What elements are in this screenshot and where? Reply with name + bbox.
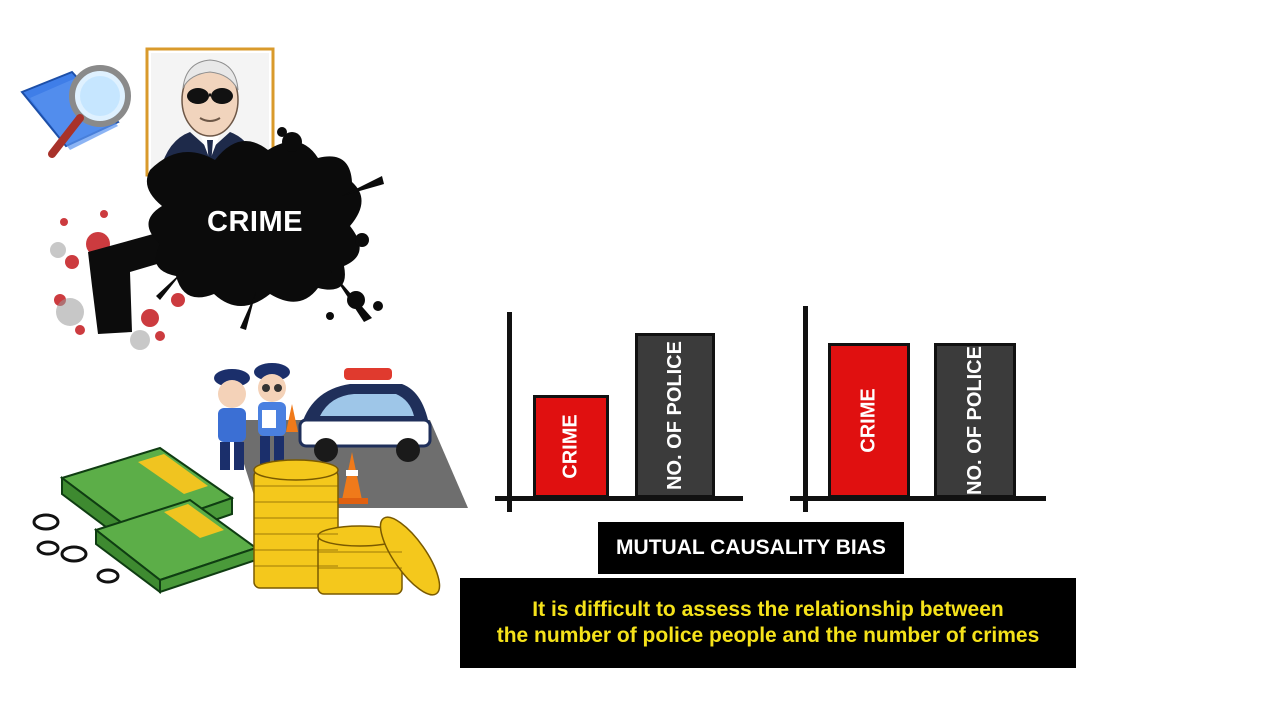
- bar-label-police: NO. OF POLICE: [963, 346, 986, 495]
- y-axis: [507, 312, 512, 512]
- caption-line-2: the number of police people and the numb…: [496, 624, 1040, 647]
- bar-crime: CRIME: [533, 395, 609, 498]
- caption-box: It is difficult to assess the relationsh…: [460, 578, 1076, 668]
- y-axis: [803, 306, 808, 512]
- caption-line-1: It is difficult to assess the relationsh…: [532, 598, 1004, 621]
- mutual-causality-bias-label: MUTUAL CAUSALITY BIAS: [598, 522, 904, 574]
- coin-stack-icon: [253, 459, 441, 596]
- bar-chart-2: CRIME NO. OF POLICE: [790, 300, 1046, 515]
- money-stack-icon: [32, 446, 259, 594]
- bar-police: NO. OF POLICE: [934, 343, 1016, 498]
- crime-splat-label: CRIME: [207, 206, 303, 238]
- bar-chart-1: CRIME NO. OF POLICE: [495, 300, 745, 515]
- police-officer-2: [254, 363, 290, 464]
- bar-label-crime: CRIME: [857, 388, 880, 453]
- x-axis: [790, 496, 1046, 501]
- x-axis: [495, 496, 743, 501]
- police-officer-1: [214, 369, 250, 470]
- police-scene: [214, 363, 468, 508]
- bar-crime: CRIME: [828, 343, 910, 498]
- ink-splat: [146, 127, 384, 330]
- bar-label-police: NO. OF POLICE: [663, 341, 686, 490]
- magnifier-folder-icon: [20, 65, 131, 158]
- bias-label-text: MUTUAL CAUSALITY BIAS: [616, 536, 886, 559]
- bar-police: NO. OF POLICE: [635, 333, 715, 498]
- police-car-icon: [298, 368, 432, 462]
- bar-label-crime: CRIME: [559, 414, 582, 479]
